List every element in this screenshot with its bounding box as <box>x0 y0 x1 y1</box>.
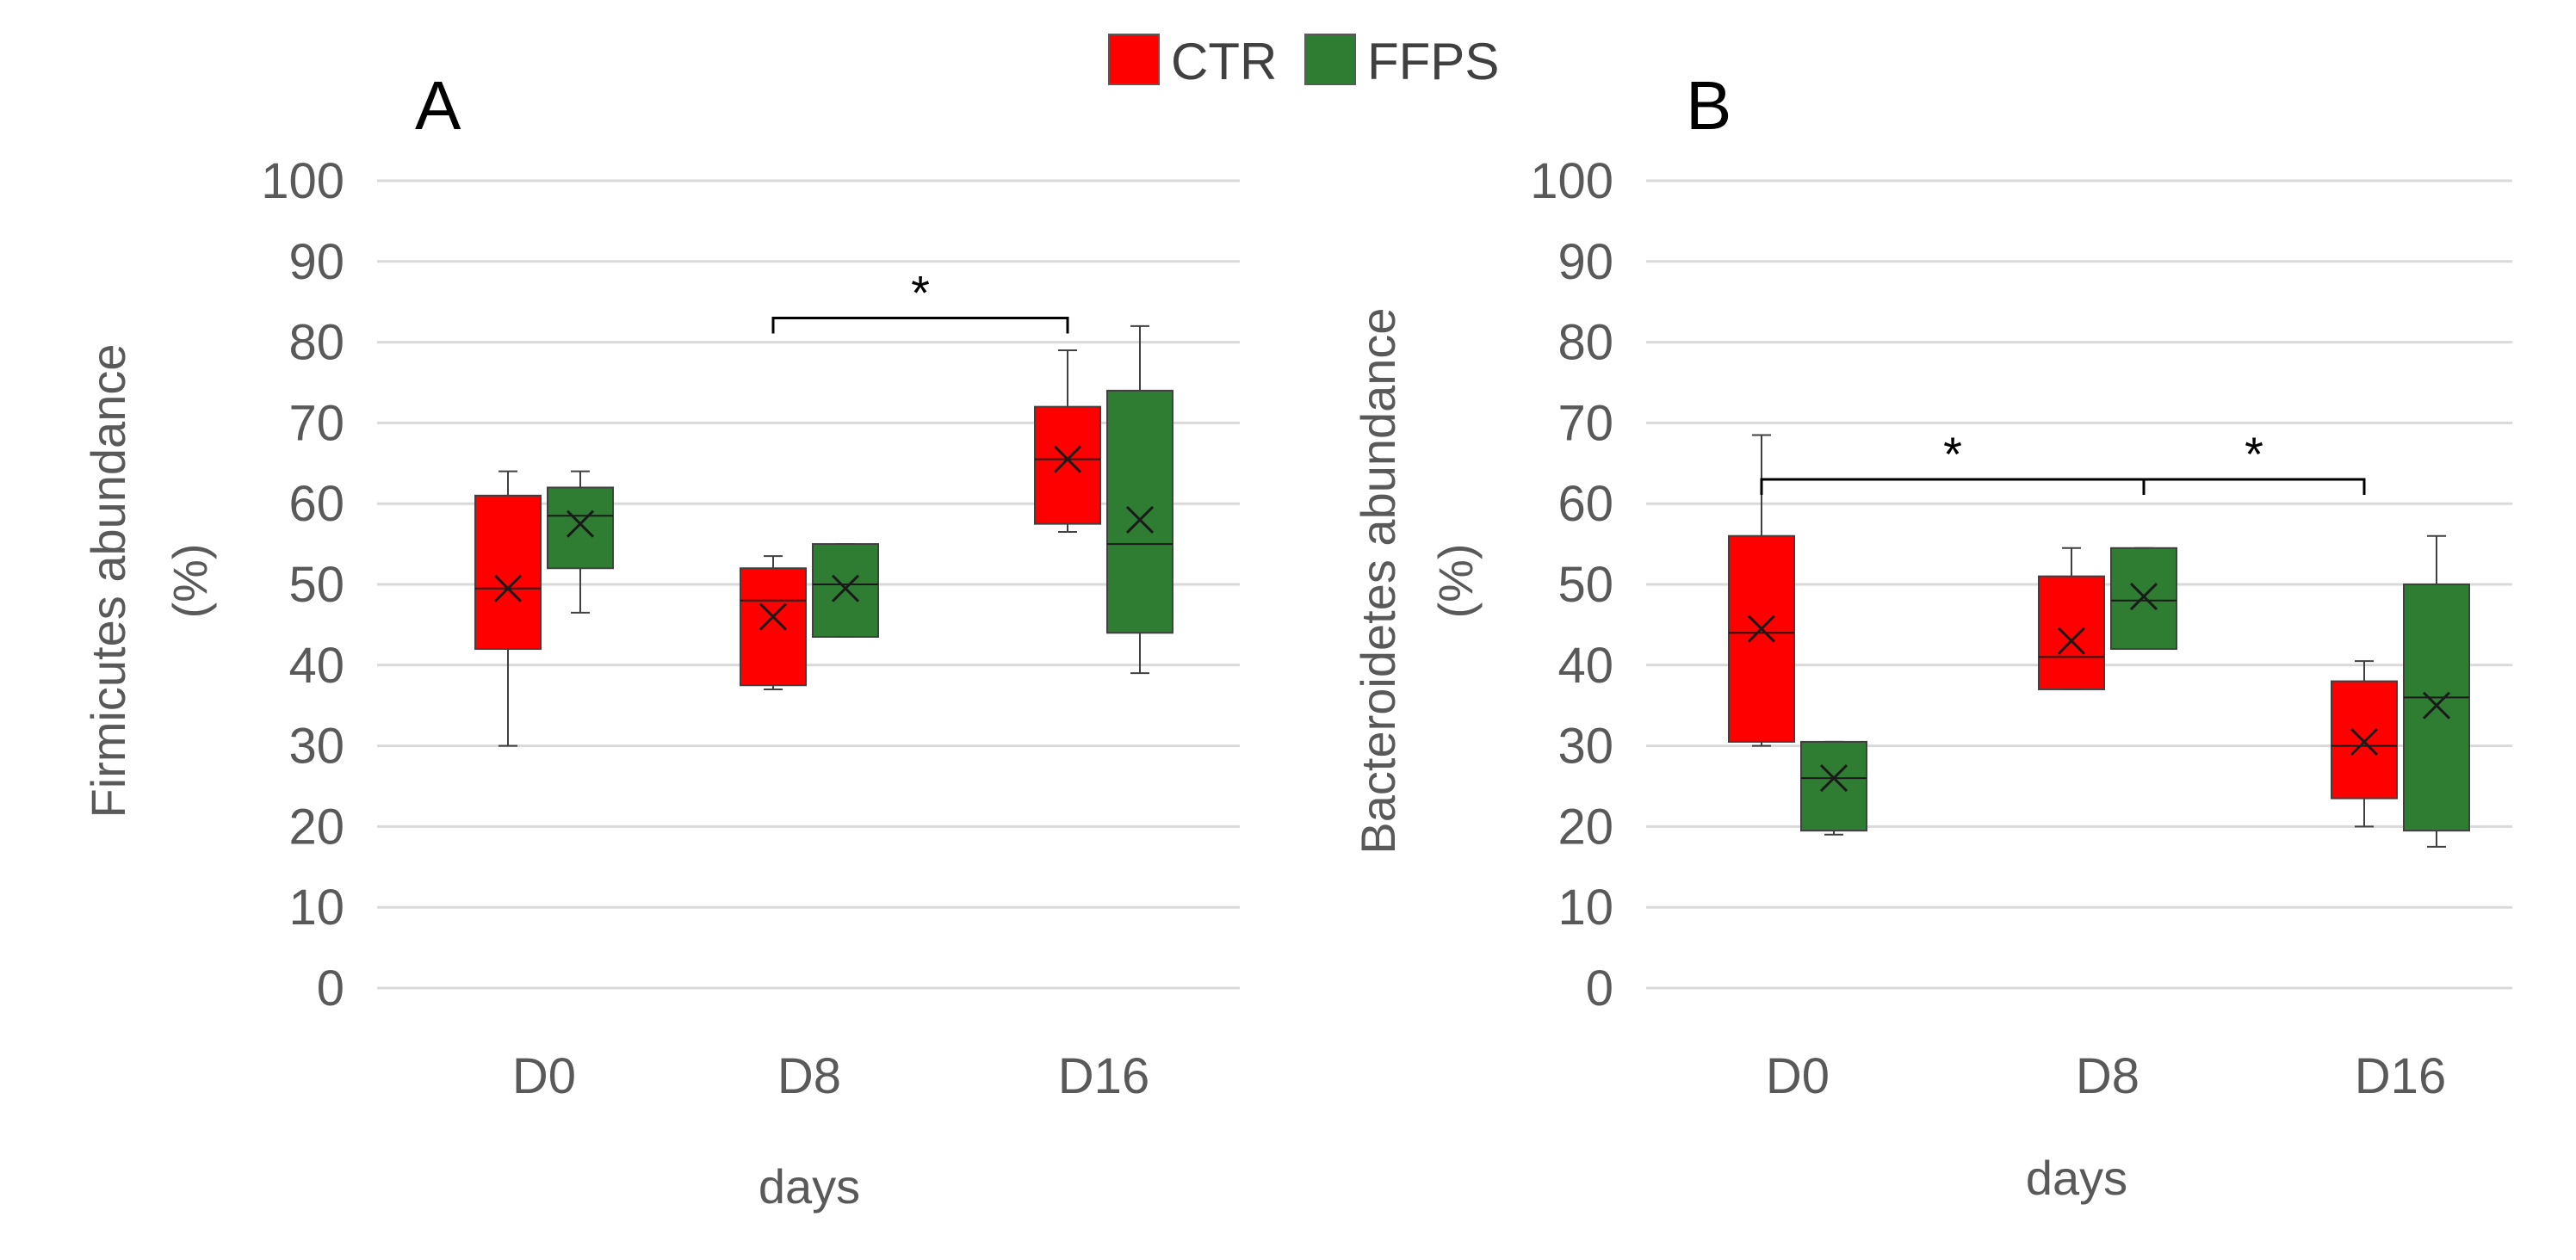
panel-a-box-d16-ctr-mean-marker <box>1053 445 1082 473</box>
panel-a-box-d0-ctr <box>474 470 542 747</box>
panel-a-y-tick-40: 40 <box>288 638 344 694</box>
panel-b-box-d16-ffps-mean-marker <box>2422 691 2451 720</box>
panel-a-y-tick-70: 70 <box>288 395 344 451</box>
panel-b-y-tick-70: 70 <box>1557 395 1613 451</box>
panel-a-x-tick-d8: D8 <box>777 1048 841 1104</box>
panel-b-boxes <box>1728 434 2470 848</box>
panel-a-y-label-unit: (%) <box>163 543 217 618</box>
panel-a-y-tick-50: 50 <box>288 557 344 613</box>
panel-b-letter: B <box>1686 67 1731 144</box>
legend: CTR FFPS <box>1108 33 1499 90</box>
panel-b-box-d0-ffps-mean-marker <box>1819 764 1848 793</box>
panel-a-x-tick-d16: D16 <box>1058 1048 1149 1104</box>
panel-b-y-tick-0: 0 <box>1586 960 1613 1016</box>
panel-b-y-tick-80: 80 <box>1557 315 1613 371</box>
panel-a-box-d8-ctr-iqr <box>740 567 807 687</box>
panel-a-y-ticks: 0 10 20 30 40 50 60 70 80 90 100 <box>261 153 344 1016</box>
panel-b-significance-bracket-2-line <box>2142 478 2366 496</box>
panel-b-box-d16-ctr <box>2331 660 2398 828</box>
legend-swatch-ffps <box>1304 34 1356 85</box>
panel-b-y-tick-30: 30 <box>1557 719 1613 775</box>
panel-a-box-d8-ctr-mean-marker <box>759 602 788 631</box>
panel-b-significance-bracket-1-star: * <box>1943 427 1962 481</box>
panel-b-box-d8-ffps <box>2110 547 2177 651</box>
panel-a-box-d8-ffps <box>812 543 879 638</box>
panel-a-significance-bracket-1-star: * <box>911 265 930 319</box>
panel-a-box-d16-ctr-iqr <box>1034 405 1101 525</box>
panel-a-box-d8-ffps-iqr <box>812 543 879 638</box>
panel-a-x-tick-d0: D0 <box>512 1048 576 1104</box>
panel-a-y-tick-90: 90 <box>288 234 344 290</box>
panel-a-y-label: Firmicutes abundance <box>81 344 135 818</box>
panel-a-y-tick-100: 100 <box>261 153 344 209</box>
panel-b-box-d0-ctr-mean-marker <box>1747 615 1776 643</box>
panel-b-significance-bracket-2: * <box>2142 427 2366 496</box>
panel-b-y-tick-40: 40 <box>1557 638 1613 694</box>
panel-a-significance-bracket-1: * <box>771 265 1069 334</box>
panel-b-y-tick-60: 60 <box>1557 476 1613 532</box>
panel-a-letter: A <box>415 67 461 144</box>
panel-b-significance: * * <box>1760 427 2366 496</box>
panel-a-x-label: days <box>759 1159 860 1214</box>
panel-a-y-tick-60: 60 <box>288 476 344 532</box>
panel-b-box-d0-ctr <box>1728 434 1795 747</box>
panel-b-box-d8-ctr-iqr <box>2038 575 2105 690</box>
panel-a-box-d16-ffps <box>1106 324 1173 675</box>
legend-label-ffps: FFPS <box>1367 33 1499 90</box>
panel-a-box-d0-ffps <box>547 470 614 614</box>
panel-a-significance: * <box>771 265 1069 334</box>
panel-b-x-label: days <box>2026 1151 2127 1205</box>
panel-b-y-label: Bacteroidetes abundance <box>1351 307 1405 854</box>
panel-b-significance-bracket-1-line <box>1760 478 2146 496</box>
panel-a-box-d0-ctr-mean-marker <box>493 574 523 602</box>
panel-a-significance-bracket-1-line <box>771 316 1069 334</box>
panel-b-box-d0-ctr-iqr <box>1728 534 1795 743</box>
panel-b-x-ticks: D0 D8 D16 <box>1766 1048 2446 1104</box>
panel-a-y-tick-30: 30 <box>288 719 344 775</box>
panel-b-y-tick-50: 50 <box>1557 557 1613 613</box>
panel-b-y-tick-10: 10 <box>1557 880 1613 936</box>
legend-label-ctr: CTR <box>1171 33 1277 90</box>
panel-a-box-d0-ctr-iqr <box>474 494 542 651</box>
panel-b-box-d8-ffps-iqr <box>2110 547 2177 651</box>
panel-a-box-d8-ctr <box>740 555 807 690</box>
panel-a-box-d0-ffps-mean-marker <box>566 510 595 538</box>
panel-b-x-tick-d8: D8 <box>2076 1048 2139 1104</box>
panel-b-y-tick-100: 100 <box>1530 153 1613 209</box>
panel-b-x-tick-d16: D16 <box>2355 1048 2446 1104</box>
panel-b-significance-bracket-1: * <box>1760 427 2146 496</box>
panel-b-y-tick-90: 90 <box>1557 234 1613 290</box>
panel-a-x-ticks: D0 D8 D16 <box>512 1048 1149 1104</box>
panel-b-y-tick-20: 20 <box>1557 799 1613 855</box>
panel-a-box-d8-ffps-mean-marker <box>831 574 860 602</box>
panel-b-box-d16-ctr-iqr <box>2331 680 2398 800</box>
panel-b-box-d8-ffps-mean-marker <box>2129 583 2158 611</box>
panel-b-box-d16-ffps-iqr <box>2403 584 2470 832</box>
panel-a-y-tick-20: 20 <box>288 799 344 855</box>
panel-a-box-d0-ffps-iqr <box>547 486 614 570</box>
panel-b-significance-bracket-2-star: * <box>2245 427 2263 481</box>
panel-a-box-d16-ctr <box>1034 349 1101 534</box>
panel-a-box-d16-ffps-mean-marker <box>1125 505 1155 534</box>
panel-b-box-d8-ctr-mean-marker <box>2057 627 2086 655</box>
panel-b-y-label-unit: (%) <box>1428 543 1483 618</box>
panel-b-box-d16-ctr-mean-marker <box>2350 727 2379 756</box>
panel-a-y-tick-0: 0 <box>317 960 344 1016</box>
panel-b-box-d0-ffps-iqr <box>1800 740 1867 832</box>
panel-b-x-tick-d0: D0 <box>1766 1048 1830 1104</box>
panel-a: A 0 10 20 30 40 50 60 70 80 90 100 D0 D8 D16 * Firmi… <box>81 67 1240 1214</box>
panel-a-boxes <box>474 324 1173 747</box>
legend-swatch-ctr <box>1108 34 1160 85</box>
panel-a-y-tick-10: 10 <box>288 880 344 936</box>
panel-b-box-d0-ffps <box>1800 740 1867 836</box>
panel-b-box-d8-ctr <box>2038 547 2105 690</box>
panel-b-y-ticks: 0 10 20 30 40 50 60 70 80 90 100 <box>1530 153 1613 1016</box>
panel-a-box-d16-ffps-iqr <box>1106 389 1173 634</box>
panel-b-box-d16-ffps <box>2403 534 2470 848</box>
panel-a-y-tick-80: 80 <box>288 315 344 371</box>
